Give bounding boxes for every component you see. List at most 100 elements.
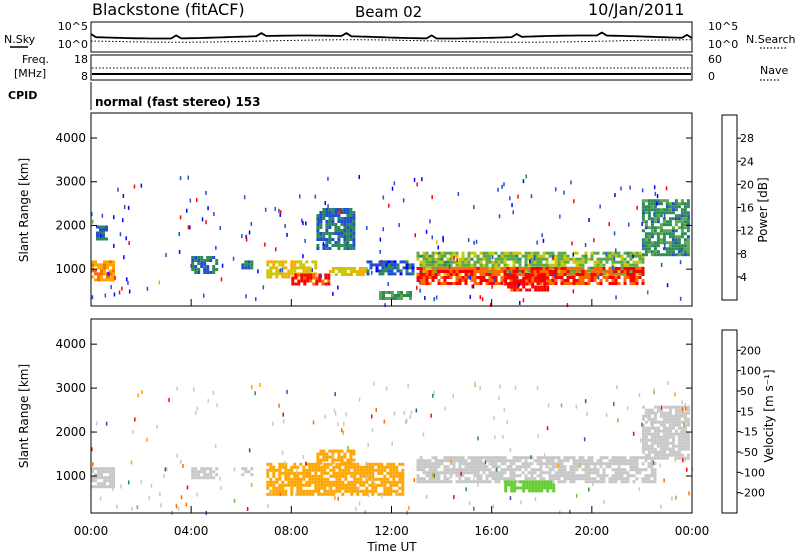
heatmap-cell <box>540 276 544 280</box>
heatmap-cell <box>632 456 636 460</box>
heatmap-cell <box>411 272 415 276</box>
heatmap-cell <box>626 263 630 267</box>
heatmap-cell <box>560 468 564 472</box>
heatmap-cell <box>241 234 243 238</box>
heatmap-cell <box>343 223 347 226</box>
heatmap-cell <box>656 235 660 239</box>
heatmap-cell <box>311 465 315 469</box>
heatmap-cell <box>347 483 351 487</box>
heatmap-cell <box>419 456 423 460</box>
heatmap-cell <box>500 477 504 481</box>
heatmap-cell <box>656 226 660 230</box>
heatmap-cell <box>482 279 486 282</box>
heatmap-cell <box>440 257 444 261</box>
heatmap-cell <box>668 432 672 436</box>
heatmap-cell <box>665 199 669 203</box>
heatmap-cell <box>384 260 388 264</box>
heatmap-cell <box>632 273 636 276</box>
heatmap-cell <box>464 263 468 267</box>
heatmap-cell <box>522 489 526 493</box>
heatmap-cell <box>428 480 432 484</box>
heatmap-cell <box>674 202 678 206</box>
heatmap-cell <box>476 474 480 478</box>
heatmap-cell <box>206 473 210 477</box>
heatmap-cell <box>626 480 630 484</box>
heatmap-cell <box>659 223 663 227</box>
heatmap-cell <box>543 483 547 487</box>
heatmap-cell <box>647 244 651 248</box>
heatmap-cell <box>509 462 513 466</box>
heatmap-cell <box>632 459 636 463</box>
heatmap-cell <box>332 291 334 296</box>
freq-tick-bottom: 8 <box>81 70 88 83</box>
heatmap-cell <box>671 432 675 436</box>
heatmap-cell <box>641 279 645 282</box>
heatmap-cell <box>596 270 600 273</box>
heatmap-cell <box>679 260 682 265</box>
heatmap-cell <box>352 244 356 247</box>
heatmap-cell <box>275 468 279 472</box>
heatmap-cell <box>513 279 517 283</box>
heatmap-cell <box>668 220 672 224</box>
heatmap-cell <box>327 282 331 286</box>
heatmap-cell <box>446 273 450 276</box>
heatmap-cell <box>479 480 483 484</box>
heatmap-cell <box>680 453 684 457</box>
heatmap-cell <box>431 254 435 258</box>
heatmap-cell <box>150 483 153 488</box>
heatmap-cell <box>572 252 574 257</box>
heatmap-cell <box>422 260 426 264</box>
heatmap-cell <box>626 459 630 463</box>
heatmap-cell <box>215 473 219 477</box>
heatmap-cell <box>291 282 295 286</box>
heatmap-cell <box>458 465 462 469</box>
heatmap-cell <box>419 462 423 466</box>
heatmap-cell <box>659 456 663 460</box>
heatmap-cell <box>605 462 609 466</box>
heatmap-cell <box>674 392 676 397</box>
cpid-text: normal (fast stereo) 153 <box>95 95 261 109</box>
heatmap-cell <box>347 445 349 450</box>
heatmap-cell <box>518 260 522 264</box>
heatmap-cell <box>614 459 618 463</box>
heatmap-cell <box>587 257 591 261</box>
heatmap-cell <box>671 211 675 215</box>
heatmap-cell <box>266 260 270 264</box>
heatmap-cell <box>101 213 104 218</box>
heatmap-cell <box>614 456 618 460</box>
heatmap-cell <box>324 273 328 277</box>
heatmap-cell <box>337 458 341 462</box>
heatmap-cell <box>527 254 531 258</box>
heatmap-cell <box>512 267 516 270</box>
heatmap-cell <box>194 476 198 480</box>
heatmap-cell <box>674 450 678 454</box>
heatmap-cell <box>279 492 282 496</box>
heatmap-cell <box>575 468 579 472</box>
heatmap-cell <box>334 232 338 235</box>
heatmap-cell <box>353 465 357 469</box>
heatmap-cell <box>566 254 570 258</box>
heatmap-cell <box>476 465 480 469</box>
heatmap-cell <box>575 474 579 478</box>
heatmap-cell <box>344 477 348 481</box>
heatmap-cell <box>395 474 399 478</box>
heatmap-cell <box>491 255 494 260</box>
heatmap-cell <box>650 435 654 439</box>
heatmap-cell <box>109 473 112 477</box>
heatmap-cell <box>431 276 435 279</box>
heatmap-cell <box>677 441 681 445</box>
heatmap-cell <box>563 282 567 285</box>
heatmap-cell <box>650 229 654 233</box>
heatmap-cell <box>109 272 112 276</box>
heatmap-cell <box>492 504 495 509</box>
heatmap-cell <box>552 456 554 461</box>
heatmap-cell <box>349 214 353 217</box>
heatmap-cell <box>207 206 209 211</box>
heatmap-cell <box>244 260 248 264</box>
heatmap-cell <box>311 462 315 466</box>
heatmap-cell <box>611 263 615 267</box>
heatmap-cell <box>569 257 573 261</box>
heatmap-cell <box>103 482 105 487</box>
heatmap-cell <box>563 273 567 276</box>
heatmap-cell <box>516 282 520 286</box>
